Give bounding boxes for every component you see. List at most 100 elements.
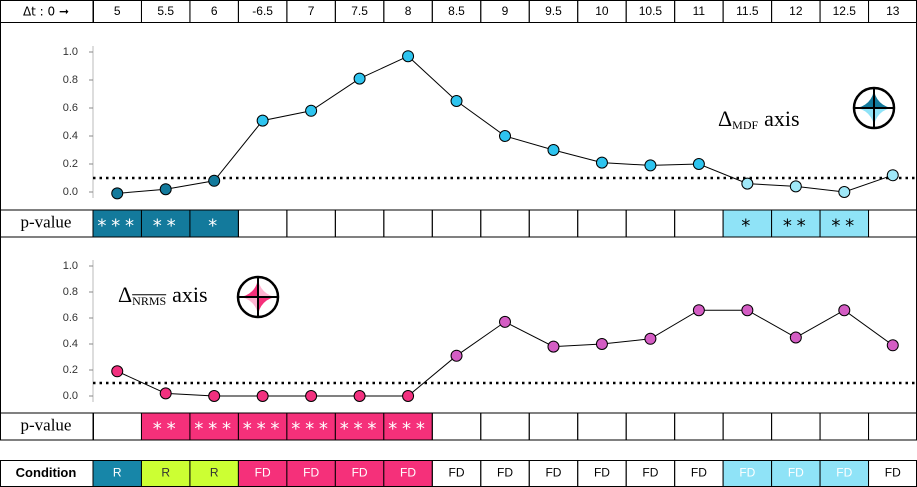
icon-quadrant bbox=[874, 108, 894, 128]
y-tick-label: 0.6 bbox=[63, 312, 78, 324]
annotation-symbol: Δ bbox=[718, 106, 732, 131]
data-point bbox=[741, 177, 754, 190]
condition-label: FD bbox=[497, 466, 513, 480]
condition-label: FD bbox=[739, 466, 755, 480]
p-value-stars: ** bbox=[782, 216, 810, 237]
x-category-label: 9 bbox=[502, 4, 509, 18]
data-point bbox=[450, 349, 463, 362]
p-value-cell bbox=[431, 209, 482, 238]
condition-label: FD bbox=[691, 466, 707, 480]
p-value-cell bbox=[528, 209, 579, 238]
p-value-stars: *** bbox=[339, 419, 381, 440]
data-point bbox=[789, 331, 802, 344]
row-label: Condition bbox=[16, 465, 77, 480]
data-point bbox=[159, 387, 172, 400]
condition-cell bbox=[286, 460, 336, 487]
y-tick-label: 0.0 bbox=[63, 186, 78, 198]
p-value-cell bbox=[334, 412, 385, 441]
p-value-cell bbox=[140, 412, 191, 441]
p-value-cell bbox=[383, 209, 433, 238]
x-category-label: 5 bbox=[114, 4, 121, 18]
p-value-cell bbox=[868, 412, 917, 441]
p-value-cell bbox=[189, 412, 239, 441]
p-value-cell bbox=[480, 209, 530, 238]
y-tick-label: 0.4 bbox=[63, 130, 78, 142]
x-category-label: 9.5 bbox=[545, 4, 562, 18]
y-tick-label: 0.8 bbox=[63, 74, 78, 86]
icon-quadrant bbox=[238, 297, 258, 317]
data-point bbox=[450, 95, 463, 107]
condition-cell bbox=[92, 460, 142, 487]
p-value-cell bbox=[819, 209, 870, 238]
x-category-label: 12.5 bbox=[833, 4, 857, 18]
p-value-cell bbox=[431, 412, 482, 441]
icon-quadrant bbox=[854, 108, 874, 128]
p-value-cell bbox=[819, 412, 870, 441]
annotation-subscript: MDF bbox=[732, 118, 758, 132]
header-label: Δt : 0 ➞ bbox=[23, 5, 69, 19]
x-category-label: 11 bbox=[693, 4, 706, 18]
data-point bbox=[547, 144, 560, 156]
data-point bbox=[838, 304, 851, 317]
data-point bbox=[692, 158, 705, 170]
header-cell bbox=[0, 0, 94, 23]
data-point bbox=[159, 183, 172, 196]
p-value-cell bbox=[674, 209, 724, 238]
icon-quadrant bbox=[854, 88, 874, 108]
p-value-stars: * bbox=[740, 216, 754, 237]
axis-icon bbox=[236, 275, 280, 319]
p-value-stars: *** bbox=[96, 216, 138, 237]
p-value-cell bbox=[625, 209, 676, 238]
x-category-label: 7.5 bbox=[351, 4, 368, 18]
p-value-cell bbox=[868, 209, 917, 238]
p-value-cell bbox=[528, 412, 579, 441]
data-point bbox=[305, 390, 318, 402]
p-value-cell bbox=[189, 209, 239, 238]
p-value-cell bbox=[286, 209, 336, 238]
axis-annotation: ΔNRMS axis bbox=[118, 282, 208, 308]
condition-label: FD bbox=[594, 466, 610, 480]
data-point bbox=[644, 159, 657, 172]
p-value-cell bbox=[625, 412, 676, 441]
condition-label: FD bbox=[642, 466, 658, 480]
x-category-label: 8 bbox=[405, 4, 412, 18]
data-point bbox=[353, 390, 366, 402]
data-point bbox=[499, 130, 511, 142]
data-point bbox=[886, 169, 899, 182]
p-value-stars: ** bbox=[152, 419, 180, 440]
annotation-subscript: NRMS bbox=[132, 294, 166, 308]
condition-label: R bbox=[210, 466, 219, 480]
data-point bbox=[886, 339, 899, 352]
p-value-stars: ** bbox=[152, 216, 180, 237]
p-value-cell bbox=[771, 412, 821, 441]
x-category-label: 10.5 bbox=[639, 4, 663, 18]
condition-label: FD bbox=[303, 466, 319, 480]
p-value-cell bbox=[334, 209, 385, 238]
row-label-cell bbox=[0, 412, 94, 441]
axis-icon bbox=[852, 86, 896, 130]
data-point bbox=[692, 304, 705, 317]
x-category-label: 8.5 bbox=[448, 4, 465, 18]
condition-label: R bbox=[113, 466, 122, 480]
p-value-cell bbox=[577, 412, 627, 441]
data-point bbox=[789, 180, 802, 193]
p-value-cell bbox=[674, 412, 724, 441]
condition-cell bbox=[334, 460, 385, 487]
data-point bbox=[499, 315, 511, 328]
p-value-cell bbox=[577, 209, 627, 238]
x-category-label: 12 bbox=[789, 4, 803, 18]
p-value-cell bbox=[140, 209, 191, 238]
x-category-label: 11.5 bbox=[736, 4, 759, 18]
data-point bbox=[111, 365, 124, 378]
p-value-cell bbox=[722, 209, 773, 238]
x-category-label: 5.5 bbox=[157, 4, 174, 18]
p-value-stars: *** bbox=[290, 419, 332, 440]
icon-quadrant bbox=[258, 277, 278, 297]
x-category-label: 10 bbox=[595, 4, 609, 18]
condition-label: FD bbox=[836, 466, 852, 480]
p-value-cell bbox=[771, 209, 821, 238]
icon-quadrant bbox=[238, 277, 258, 297]
condition-cell bbox=[237, 460, 288, 487]
x-category-label: 13 bbox=[886, 4, 900, 18]
header-cell bbox=[868, 0, 917, 23]
